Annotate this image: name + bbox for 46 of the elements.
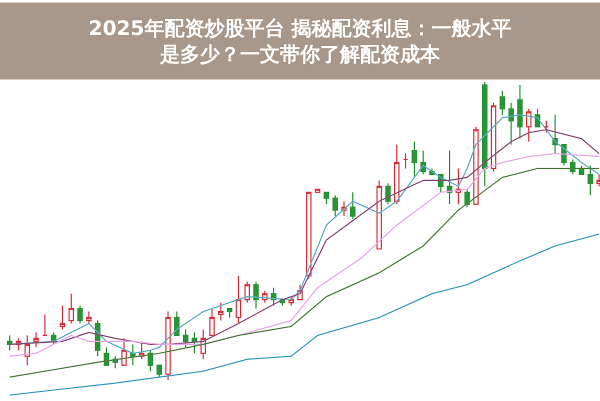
candlestick [33, 332, 39, 348]
candlestick [324, 192, 330, 205]
candlestick [192, 332, 198, 354]
candlestick [412, 141, 418, 178]
candlestick [156, 364, 162, 378]
candlestick [500, 90, 506, 116]
candlestick [226, 308, 232, 318]
candlestick [446, 150, 452, 205]
candlestick [218, 302, 224, 322]
candlestick [570, 158, 576, 176]
candlestick [376, 180, 382, 250]
candlestick [473, 126, 479, 205]
candlestick [60, 305, 66, 330]
candlestick [490, 102, 496, 172]
candlestick [526, 108, 532, 142]
candlestick [394, 144, 400, 205]
candlestick [314, 188, 320, 193]
candlestick [385, 182, 391, 205]
candlestick [402, 152, 408, 170]
candlestick [456, 168, 462, 205]
candlestick [544, 120, 550, 134]
candlestick [517, 84, 523, 140]
candlestick [306, 192, 312, 280]
candlestick [236, 275, 242, 324]
candlestick [209, 308, 215, 336]
candlestick [148, 350, 154, 372]
candlestick [42, 314, 48, 336]
chart-title: 2025年配资炒股平台 揭秘配资利息：一般水平是多少？一文带你了解配资成本 [88, 16, 512, 66]
candlestick [165, 310, 171, 381]
candlestick [130, 344, 136, 366]
candlestick [350, 192, 356, 220]
candlestick [24, 334, 30, 366]
candlestick [464, 188, 470, 208]
candlestick [182, 328, 188, 348]
candlestick [6, 334, 12, 351]
candlestick [86, 310, 92, 324]
candlestick [121, 338, 127, 366]
candlestick [244, 281, 250, 304]
candlestick [588, 164, 594, 196]
candlestick [68, 293, 74, 324]
candlestick [508, 102, 514, 146]
candlestick [253, 281, 259, 310]
candlestick [174, 310, 180, 336]
candlestick [482, 82, 488, 187]
candlestick [77, 305, 83, 324]
candlestick [332, 194, 338, 217]
